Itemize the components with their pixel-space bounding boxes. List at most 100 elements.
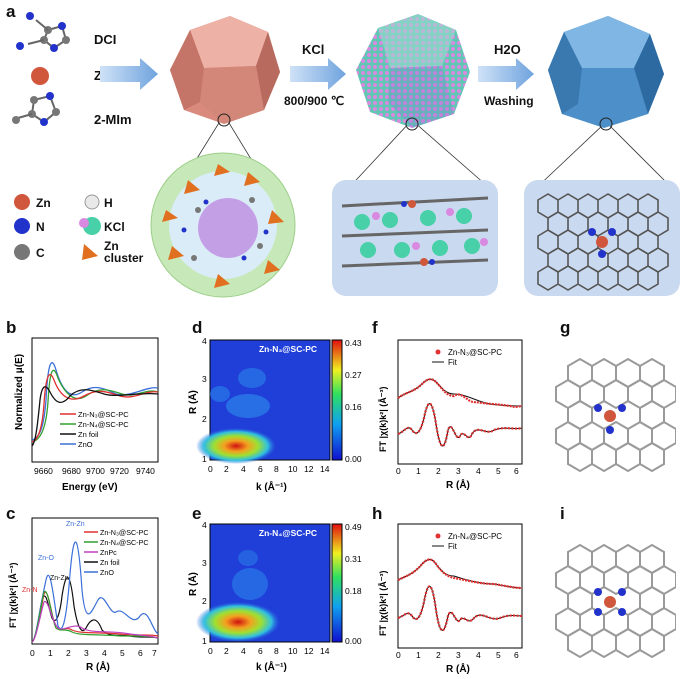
kcl-composite-icon [356,14,470,131]
f-xtick-4: 4 [476,466,481,476]
h-xtick-6: 6 [514,650,519,660]
f-fit-upper [397,378,523,407]
panel-label-h: h [372,504,383,523]
h-fit-lower [397,586,523,631]
f-xtick-6: 6 [514,466,519,476]
f-xtick-5: 5 [496,466,501,476]
c-annot-znzn-zno: Zn-Zn [66,521,85,528]
f-legend-marker [435,349,441,355]
c-annot-znzn-foil: Zn-Zn [50,575,69,582]
f-xtick-1: 1 [416,466,421,476]
f-legend-1: Fit [448,358,458,367]
e-xtick-4: 8 [274,646,279,656]
e-ytick-2: 3 [202,558,207,568]
c-xlabel: R (Å) [86,660,110,673]
d-ytick-1: 2 [202,414,207,424]
arrow-1-icon [100,58,158,90]
c-xtick-4: 4 [102,648,107,658]
e-xtick-0: 0 [208,646,213,656]
h-legend-1: Fit [448,542,458,551]
f-xlabel: R (Å) [446,478,470,491]
dci-molecule-icon [16,12,70,52]
d-ytick-2: 3 [202,374,207,384]
d-cbar-1: 0.27 [345,370,362,380]
legend-zn-icon [14,194,30,210]
e-ytick-1: 2 [202,596,207,606]
b-xtick-4: 9740 [136,466,155,476]
legend-n-label: N [36,220,45,234]
e-xtick-7: 14 [320,646,330,656]
panel-label-c: c [6,504,16,523]
d-title: Zn-N₃@SC-PC [259,344,317,354]
legend-h-label: H [104,196,113,210]
d-ytick-3: 4 [202,336,207,346]
d-xtick-3: 6 [258,464,263,474]
h-xtick-3: 3 [456,650,461,660]
h-xtick-5: 5 [496,650,501,660]
atom-legend-icons [14,194,101,260]
h-xtick-1: 1 [416,650,421,660]
c-xtick-2: 2 [66,648,71,658]
f-ylabel: FT |χ(k)k²| (Å⁻³) [378,387,388,452]
b-ylabel: Normalized μ(E) [14,354,25,430]
b-legend-1: Zn-N₄@SC-PC [78,420,129,429]
d-xtick-4: 8 [274,464,279,474]
reagent-mim: 2-MIm [94,112,132,127]
e-ylabel: R (Å) [188,572,199,596]
b-xtick-3: 9720 [110,466,129,476]
c-zno-curve [31,541,159,643]
panel-label-d: d [192,318,203,337]
zif-zoom-illustration [150,152,296,298]
h-xlabel: R (Å) [446,662,470,675]
c-n4-curve [31,590,159,643]
e-cbar-1: 0.31 [345,554,362,564]
c-legend-4: ZnO [100,568,114,577]
panel-e-wt-map: Zn-N₄@SC-PC 0.49 0.31 0.18 0.00 1 2 3 4 … [188,520,362,673]
h-ylabel: FT |χ(k)k²| (Å⁻³) [378,571,388,636]
b-legend-2: Zn foil [78,430,99,439]
e-ytick-3: 4 [202,520,207,530]
h-xtick-0: 0 [396,650,401,660]
b-legend-3: ZnO [78,440,93,449]
e-xtick-1: 2 [224,646,229,656]
e-ytick-0: 1 [202,636,207,646]
c-annot-zno: Zn-O [38,555,55,562]
c-annot-znn: Zn-N [22,587,38,594]
d-xtick-6: 12 [304,464,314,474]
e-title: Zn-N₄@SC-PC [259,528,317,538]
legend-cluster-label: Zn cluster [104,239,144,265]
c-ylabel: FT |χ(k)k²| (Å⁻³) [8,563,18,628]
panel-label-b: b [6,318,17,337]
legend-h-icon [84,194,100,210]
schematic-arrows [100,58,677,211]
legend-c-icon [14,244,30,260]
f-xtick-2: 2 [436,466,441,476]
e-cbar-0: 0.49 [345,522,362,532]
b-xtick-0: 9660 [34,466,53,476]
porous-carbon-icon [548,16,664,131]
arrow-2-icon [290,58,346,90]
zif-polyhedron-icon [170,16,280,127]
d-xtick-1: 2 [224,464,229,474]
step1-temp: 800/900 ℃ [284,94,345,108]
b-xtick-1: 9680 [62,466,81,476]
d-xlabel: k (Å⁻¹) [256,480,287,493]
h-legend-marker [435,533,441,539]
h-legend-0: Zn-N₄@SC-PC [448,532,502,541]
f-xtick-0: 0 [396,466,401,476]
e-xtick-6: 12 [304,646,314,656]
d-xtick-7: 14 [320,464,330,474]
f-xtick-3: 3 [456,466,461,476]
reagent-molecules [12,12,70,126]
panel-label-f: f [372,318,378,337]
c-legend-3: Zn foil [100,558,120,567]
h-fit-upper [397,559,523,589]
c-xtick-6: 6 [138,648,143,658]
reagent-dci: DCI [94,32,117,47]
d-cbar-0: 0.43 [345,338,362,348]
panel-f-fit-chart: Zn-N₃@SC-PC Fit 0 1 2 3 4 5 6 R (Å) FT |… [378,339,523,491]
c-xtick-1: 1 [48,648,53,658]
d-xtick-5: 10 [288,464,298,474]
c-legend-1: Zn-N₄@SC-PC [100,538,149,547]
c-znfoil-curve [31,577,159,643]
